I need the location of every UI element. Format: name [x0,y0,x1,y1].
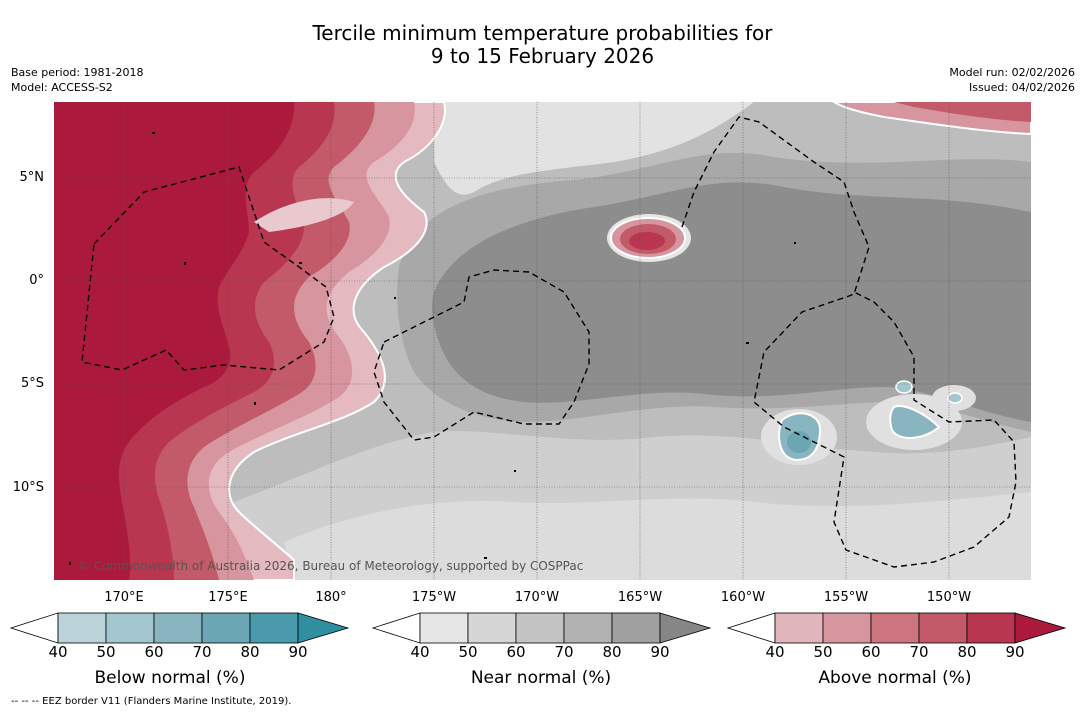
model-run-date: Model run: 02/02/2026 [949,66,1075,79]
near-seg-5 [611,612,661,644]
below-seg-1 [57,612,107,644]
eez-borders [81,116,1017,568]
below-tick-50: 50 [96,643,116,661]
colorbar-near-title: Near normal (%) [470,668,612,688]
near-seg-2 [467,612,517,644]
below-tick-70: 70 [192,643,212,661]
lon-label-175w: 175°W [411,590,457,605]
above-normal-patch [607,214,691,262]
below-seg-4 [201,612,251,644]
lat-label-10s: 10°S [12,480,44,495]
colorbar-above-title: Above normal (%) [818,668,972,688]
colorbar-below [10,612,350,644]
below-seg-5 [249,612,299,644]
issued-date: Issued: 04/02/2026 [968,81,1075,94]
colorbar-near [372,612,712,644]
near-normal-lighter-band [284,492,1031,580]
below-seg-0 [10,612,59,644]
below-tick-60: 60 [144,643,164,661]
above-tick-60: 60 [861,643,881,661]
lat-label-5s: 5°S [20,376,44,391]
near-normal-core [397,152,1031,432]
near-tick-80: 80 [602,643,622,661]
lon-label-170w: 170°W [514,590,560,605]
above-tick-90: 90 [1005,643,1025,661]
below-seg-6 [297,612,350,644]
lon-label-175e: 175°E [208,590,248,605]
above-seg-4 [918,612,968,644]
lat-label-5n: 5°N [19,170,45,185]
above-normal-northeast [832,102,1031,136]
near-tick-90: 90 [650,643,670,661]
copyright-text: © Commonwealth of Australia 2026, Bureau… [78,559,583,573]
near-seg-0 [372,612,421,644]
colorbar-above [727,612,1067,644]
eez-footnote: -- -- -- EEZ border V11 (Flanders Marine… [11,696,292,707]
near-seg-6 [659,612,712,644]
above-seg-5 [966,612,1016,644]
base-period: Base period: 1981-2018 [11,66,144,79]
near-seg-1 [419,612,469,644]
near-tick-50: 50 [458,643,478,661]
above-seg-0 [727,612,776,644]
near-tick-60: 60 [506,643,526,661]
islands [69,132,796,565]
above-tick-80: 80 [957,643,977,661]
lon-label-150w: 150°W [926,590,972,605]
above-tick-40: 40 [765,643,785,661]
colorbar-below-title: Below normal (%) [94,668,246,688]
near-seg-4 [563,612,613,644]
lon-label-160w: 160°W [720,590,766,605]
graticule [54,102,1031,580]
model-name: Model: ACCESS-S2 [11,81,113,94]
near-seg-3 [515,612,565,644]
below-seg-3 [153,612,203,644]
near-tick-70: 70 [554,643,574,661]
lon-label-170e: 170°E [104,590,144,605]
above-seg-1 [774,612,824,644]
above-seg-6 [1014,612,1067,644]
above-tick-70: 70 [909,643,929,661]
below-tick-80: 80 [240,643,260,661]
near-normal-top-light [434,102,754,195]
above-seg-3 [870,612,920,644]
above-tick-50: 50 [813,643,833,661]
map-title-line2: 9 to 15 February 2026 [430,44,655,68]
below-tick-90: 90 [288,643,308,661]
map-title-line1: Tercile minimum temperature probabilitie… [312,21,773,45]
lon-label-180: 180° [315,590,347,605]
lat-label-0: 0° [29,273,44,288]
below-tick-40: 40 [48,643,68,661]
near-tick-40: 40 [410,643,430,661]
lon-label-155w: 155°W [823,590,869,605]
probability-map: © Commonwealth of Australia 2026, Bureau… [54,102,1031,580]
above-seg-2 [822,612,872,644]
lon-label-165w: 165°W [617,590,663,605]
below-seg-2 [105,612,155,644]
